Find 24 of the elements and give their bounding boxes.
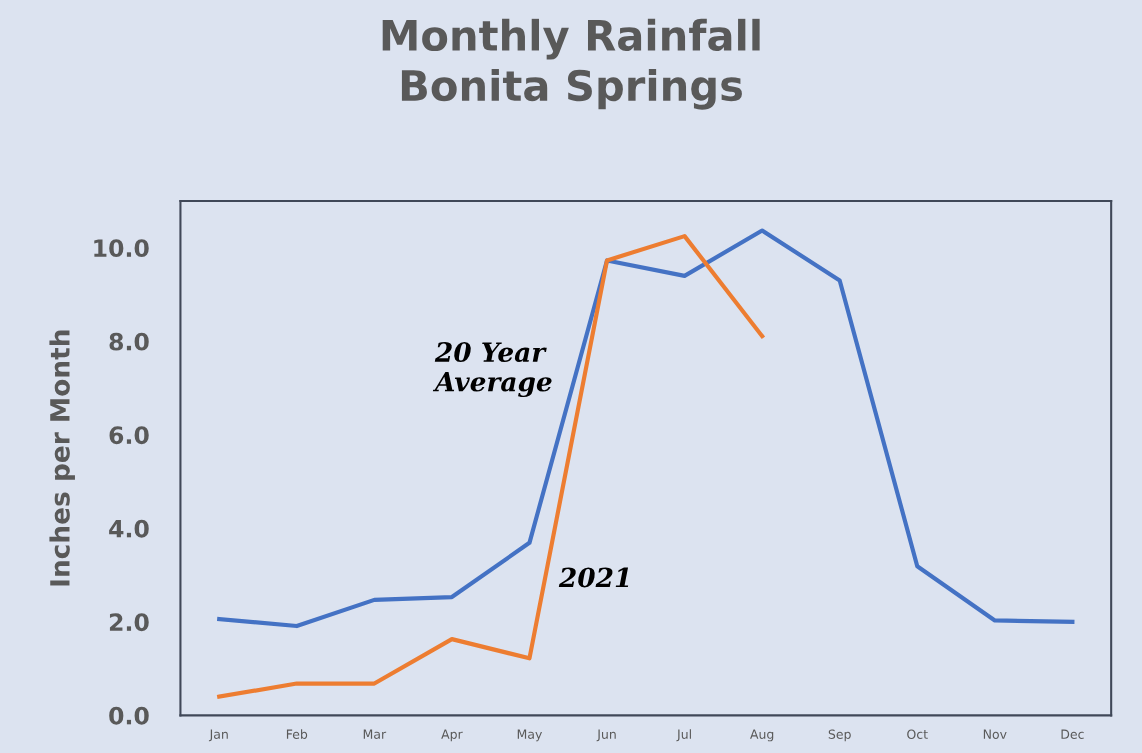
x-tick-label: Nov bbox=[983, 729, 1007, 739]
x-tick-label: Jan bbox=[208, 729, 228, 742]
chart-title: Monthly Rainfall Bonita Springs bbox=[382, 18, 760, 110]
series-label: 20 Year Average bbox=[432, 342, 552, 398]
x-tick-label: Mar bbox=[363, 729, 387, 739]
x-tick-label: Aug bbox=[750, 729, 774, 742]
x-tick-label: Apr bbox=[441, 729, 463, 742]
y-tick-label: 2.0 bbox=[109, 613, 149, 632]
y-tick-label: 4.0 bbox=[109, 519, 149, 538]
line-series bbox=[217, 234, 765, 699]
y-tick-label: 8.0 bbox=[109, 332, 149, 351]
y-tick-label: 10.0 bbox=[94, 239, 149, 258]
y-tick-label: 0.0 bbox=[109, 706, 149, 725]
x-tick-label: Dec bbox=[1061, 729, 1084, 739]
x-tick-label: Feb bbox=[286, 729, 308, 739]
line-series bbox=[217, 228, 1075, 629]
series-label: 2021 bbox=[558, 567, 629, 588]
x-tick-label: Sep bbox=[828, 729, 851, 742]
y-tick-label: 6.0 bbox=[109, 426, 149, 445]
x-tick-label: Jun bbox=[596, 729, 616, 742]
x-tick-label: May bbox=[517, 729, 543, 742]
x-tick-label: Oct bbox=[907, 729, 928, 739]
y-axis-title: Inches per Month bbox=[49, 330, 75, 586]
x-tick-label: Jul bbox=[676, 729, 691, 742]
